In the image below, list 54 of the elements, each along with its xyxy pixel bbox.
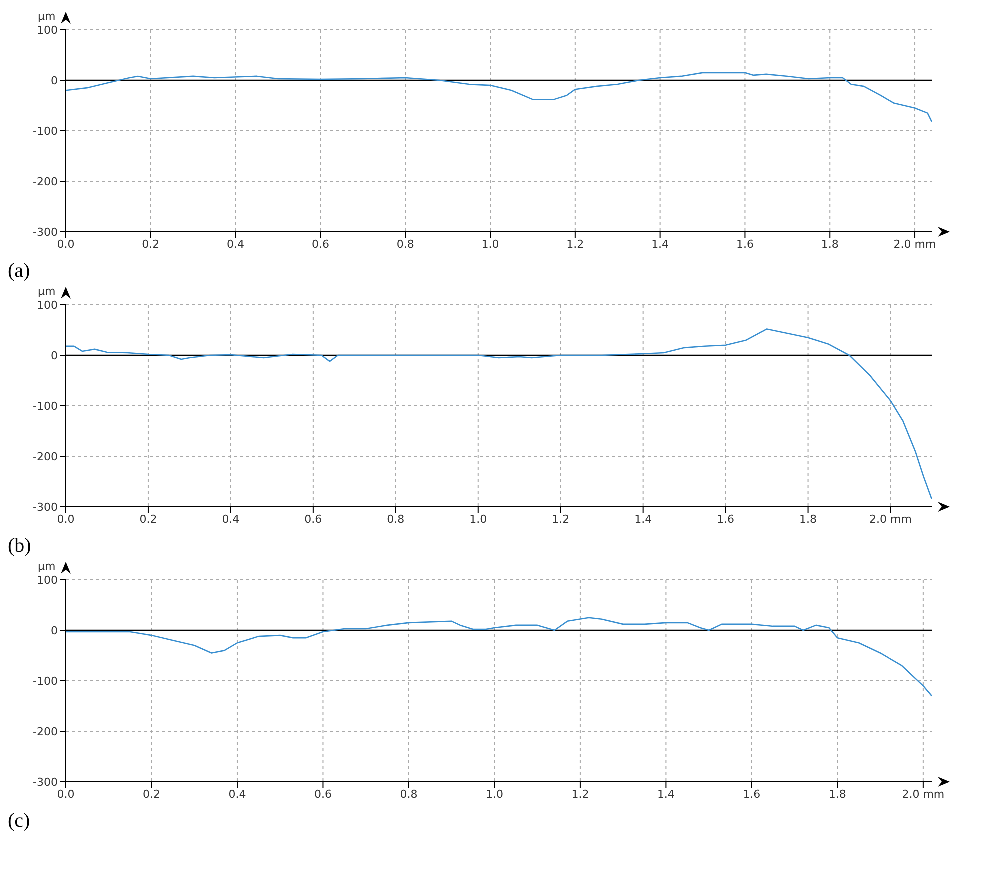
x-tick-label: 1.6 bbox=[743, 788, 761, 801]
x-tick-label: 0.2 bbox=[142, 788, 160, 801]
y-tick-label: -100 bbox=[33, 674, 58, 688]
x-tick-label: 0.4 bbox=[222, 512, 240, 526]
x-tick-label: 1.4 bbox=[634, 512, 652, 526]
x-tick-label: 1.0 bbox=[482, 238, 500, 251]
y-tick-label: -200 bbox=[33, 450, 58, 464]
x-tick-label: 0.6 bbox=[312, 238, 330, 251]
x-tick-label: 2.0 mm bbox=[902, 788, 945, 801]
y-tick-label: -300 bbox=[33, 776, 58, 789]
x-tick-label: 0.4 bbox=[227, 238, 245, 251]
y-axis-title: µm bbox=[38, 10, 56, 23]
text: (c) bbox=[8, 810, 32, 833]
x-tick-label: 2.0 mm bbox=[870, 512, 912, 526]
y-tick-label: 100 bbox=[37, 24, 58, 37]
x-tick-label: 1.2 bbox=[566, 238, 584, 251]
x-tick-label: 1.8 bbox=[828, 788, 846, 801]
x-tick-label: 1.4 bbox=[652, 238, 670, 251]
x-tick-label: 0.8 bbox=[396, 238, 414, 251]
y-tick-label: -300 bbox=[33, 226, 58, 239]
x-tick-label: 0.6 bbox=[304, 512, 322, 526]
x-tick-label: 1.8 bbox=[821, 238, 839, 251]
x-tick-label: 0.8 bbox=[400, 788, 418, 801]
x-tick-label: 0.0 bbox=[57, 788, 75, 801]
y-tick-label: 100 bbox=[37, 298, 58, 312]
x-tick-label: 0.6 bbox=[314, 788, 332, 801]
y-tick-label: -100 bbox=[33, 400, 58, 413]
x-tick-label: 1.6 bbox=[717, 512, 735, 526]
x-tick-label: 0.0 bbox=[57, 512, 75, 526]
y-axis-title: µm bbox=[38, 560, 56, 573]
y-tick-label: 0 bbox=[51, 624, 58, 638]
x-tick-label: 1.8 bbox=[800, 512, 818, 526]
x-tick-label: 0.0 bbox=[57, 238, 75, 251]
x-tick-label: 2.0 mm bbox=[894, 238, 936, 251]
y-tick-label: 100 bbox=[37, 574, 58, 587]
x-tick-label: 1.6 bbox=[736, 238, 754, 251]
y-tick-label: -100 bbox=[33, 124, 58, 138]
y-tick-label: -200 bbox=[33, 725, 58, 738]
x-tick-label: 0.4 bbox=[228, 788, 246, 801]
x-tick-label: 0.2 bbox=[140, 512, 158, 526]
x-tick-label: 1.2 bbox=[572, 788, 590, 801]
x-tick-label: 0.2 bbox=[142, 238, 160, 251]
x-tick-label: 1.0 bbox=[486, 788, 504, 801]
y-tick-label: -200 bbox=[33, 175, 58, 188]
x-tick-label: 1.4 bbox=[657, 788, 675, 801]
x-tick-label: 1.2 bbox=[552, 512, 570, 526]
text: (b) bbox=[8, 535, 32, 558]
x-tick-label: 0.8 bbox=[387, 512, 405, 526]
y-tick-label: 0 bbox=[51, 74, 58, 88]
y-tick-label: -300 bbox=[33, 500, 58, 514]
text: (a) bbox=[8, 260, 32, 283]
y-axis-title: µm bbox=[38, 285, 56, 298]
y-tick-label: 0 bbox=[51, 349, 58, 362]
x-tick-label: 1.0 bbox=[470, 512, 488, 526]
